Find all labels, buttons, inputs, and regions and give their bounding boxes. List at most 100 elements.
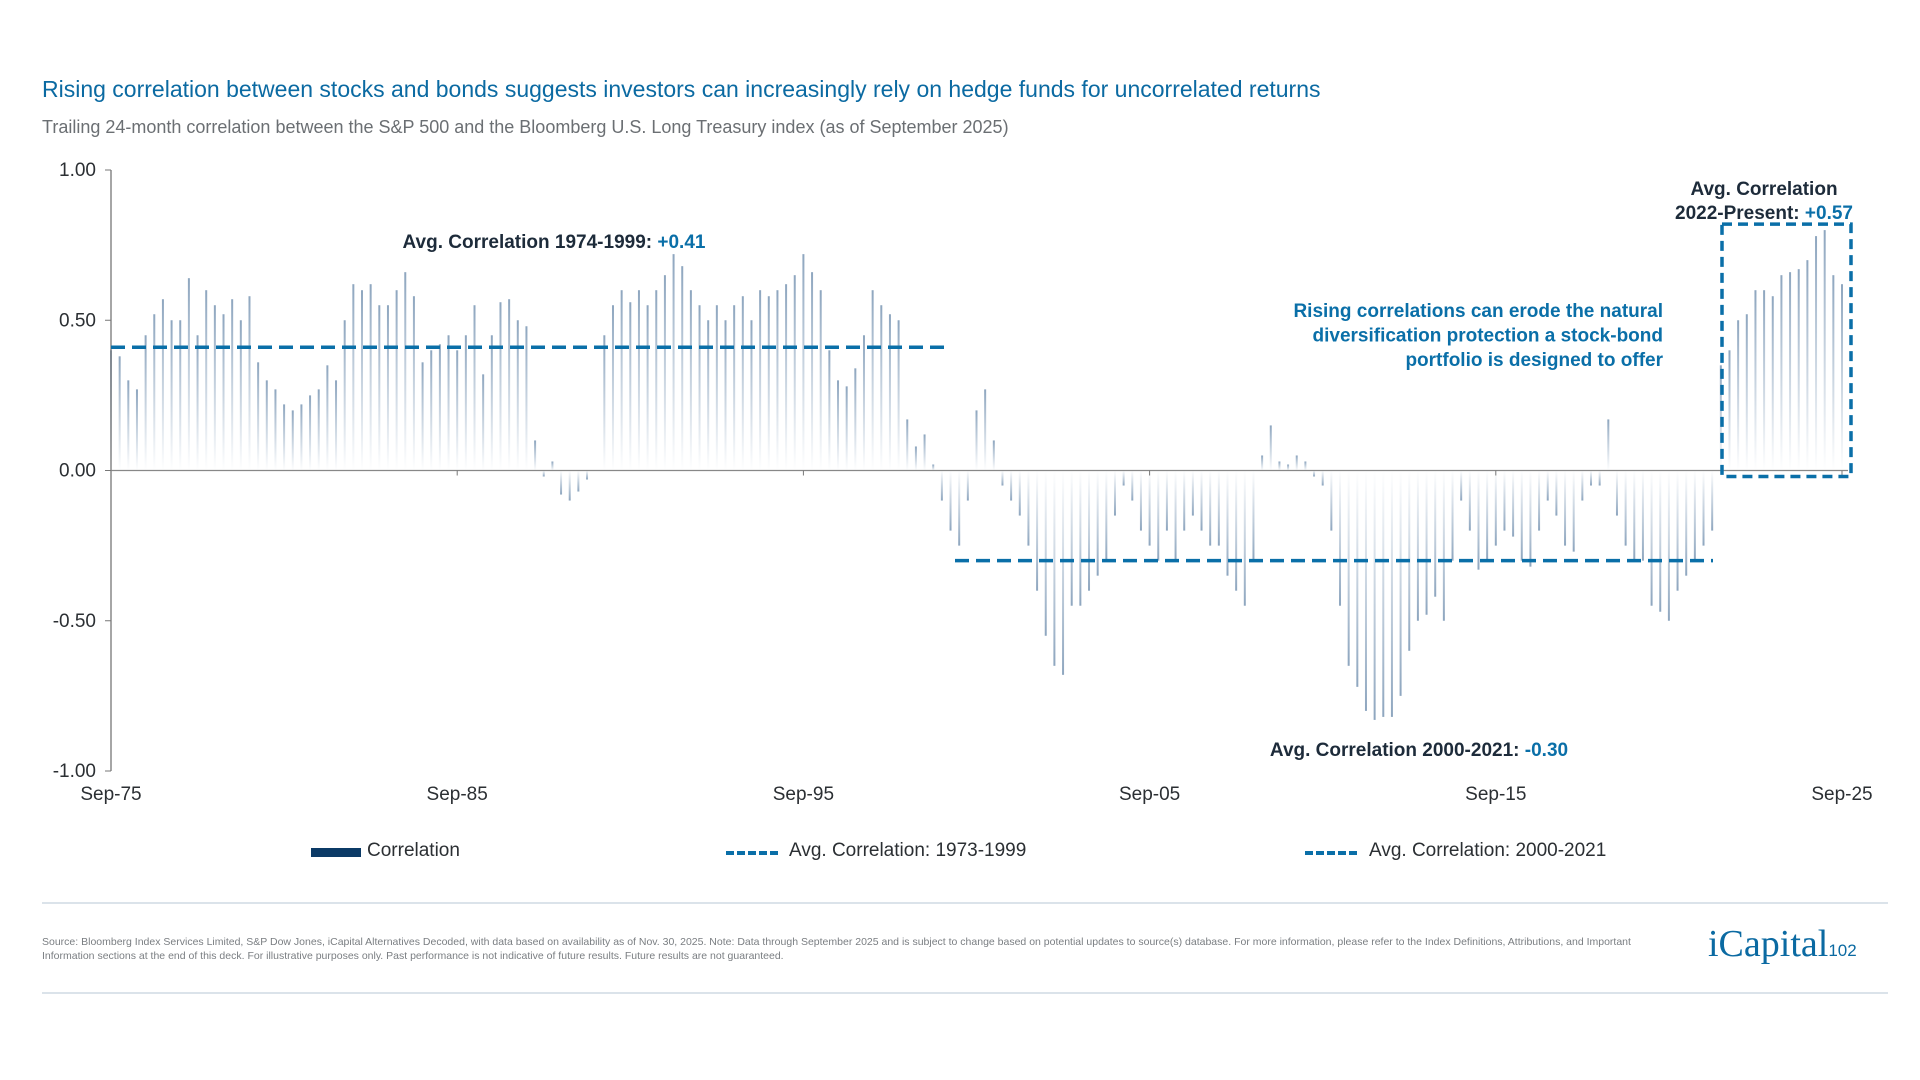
recent-period-box: [1720, 222, 1853, 479]
correlation-bar: [1139, 470, 1142, 531]
x-tick-label: Sep-15: [1465, 784, 1526, 805]
correlation-bar: [1183, 470, 1186, 531]
correlation-bar: [793, 275, 796, 471]
correlation-bar: [291, 410, 294, 471]
correlation-bar: [516, 320, 519, 471]
correlation-bar: [802, 254, 805, 471]
correlation-bar: [1538, 470, 1541, 531]
correlation-bar: [161, 299, 164, 471]
correlation-bar: [343, 320, 346, 471]
correlation-bar: [1676, 470, 1679, 591]
correlation-bar: [1356, 470, 1359, 687]
correlation-bar: [300, 404, 303, 471]
correlation-bar: [1174, 470, 1177, 561]
correlation-bar: [785, 284, 788, 471]
correlation-bar: [179, 320, 182, 471]
correlation-bar: [906, 419, 909, 471]
correlation-bar: [1745, 314, 1748, 471]
correlation-bar: [421, 362, 424, 471]
correlation-bar: [1598, 470, 1601, 486]
y-tick-label: 0.00: [59, 461, 96, 482]
correlation-bar: [464, 335, 467, 471]
correlation-bar: [1252, 470, 1255, 561]
correlation-bar: [741, 296, 744, 471]
legend-swatch-avg-1973-1999: [726, 851, 778, 855]
correlation-bar: [1711, 470, 1714, 531]
correlation-bar: [1425, 470, 1428, 615]
correlation-bar: [1442, 470, 1445, 621]
bars-group: [110, 230, 1843, 720]
y-tick-label: -1.00: [53, 761, 96, 782]
correlation-bar: [1468, 470, 1471, 531]
x-tick-label: Sep-75: [80, 784, 141, 805]
correlation-bar: [499, 302, 502, 471]
correlation-bar: [378, 305, 381, 471]
page-number: 102: [1828, 941, 1857, 960]
icapital-logo: iCapital102: [1708, 922, 1857, 966]
correlation-bar: [205, 290, 208, 471]
correlation-bar: [1789, 272, 1792, 471]
correlation-bar: [1096, 470, 1099, 576]
chart-title: Rising correlation between stocks and bo…: [42, 76, 1321, 102]
correlation-bar: [170, 320, 173, 471]
correlation-bar: [1399, 470, 1402, 696]
y-tick-label: 0.50: [59, 310, 96, 331]
correlation-bar: [1728, 350, 1731, 471]
correlation-bar: [888, 314, 891, 471]
correlation-bar: [127, 380, 130, 471]
correlation-bar: [1615, 470, 1618, 516]
annotation-note-line: diversification protection a stock-bond: [1313, 326, 1664, 347]
correlation-bar: [932, 464, 935, 471]
correlation-bar: [542, 470, 545, 477]
correlation-bar: [1217, 470, 1220, 546]
correlation-bar: [1546, 470, 1549, 501]
legend-swatch-correlation: [311, 848, 361, 857]
correlation-bar: [1650, 470, 1653, 606]
correlation-bar: [1555, 470, 1558, 516]
correlation-bar: [508, 299, 511, 471]
correlation-bar: [1339, 470, 1342, 606]
correlation-bar: [1434, 470, 1437, 597]
correlation-bar: [1105, 470, 1108, 561]
correlation-bar: [1460, 470, 1463, 501]
correlation-bar: [1416, 470, 1419, 621]
correlation-bar: [1321, 470, 1324, 486]
correlation-bar: [897, 320, 900, 471]
correlation-bar: [733, 305, 736, 471]
correlation-bar: [1624, 470, 1627, 546]
correlation-bar: [239, 320, 242, 471]
correlation-bar: [586, 470, 589, 480]
logo-text: iCapital: [1708, 923, 1829, 965]
correlation-bar: [1373, 470, 1376, 720]
correlation-bar: [1797, 269, 1800, 471]
correlation-bar: [118, 356, 121, 471]
correlation-bar: [871, 290, 874, 471]
correlation-bar: [828, 350, 831, 471]
annotation-recent-line1: Avg. Correlation: [1690, 179, 1837, 200]
correlation-bar: [1330, 470, 1333, 531]
correlation-bar: [1304, 461, 1307, 471]
correlation-bar: [560, 470, 563, 495]
correlation-bar: [456, 350, 459, 471]
correlation-bar: [715, 305, 718, 471]
correlation-bar: [862, 335, 865, 471]
correlation-bar: [1832, 275, 1835, 471]
divider-bottom: [42, 992, 1888, 994]
correlation-bar: [1364, 470, 1367, 711]
correlation-bar: [386, 305, 389, 471]
correlation-bar: [663, 275, 666, 471]
correlation-bar: [274, 389, 277, 471]
correlation-bar: [482, 374, 485, 471]
correlation-bar: [1494, 470, 1497, 546]
correlation-bar: [1347, 470, 1350, 666]
correlation-bar: [1191, 470, 1194, 516]
correlation-bar: [1737, 320, 1740, 471]
correlation-bar: [1165, 470, 1168, 531]
correlation-bar: [1520, 470, 1523, 561]
correlation-bar: [923, 434, 926, 471]
correlation-bar: [776, 290, 779, 471]
correlation-bar: [1243, 470, 1246, 606]
correlation-bar: [750, 320, 753, 471]
correlation-bar: [1053, 470, 1056, 666]
